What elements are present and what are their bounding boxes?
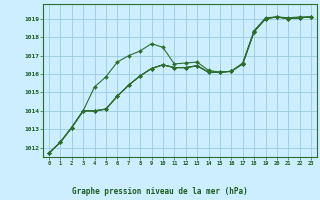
Text: Graphe pression niveau de la mer (hPa): Graphe pression niveau de la mer (hPa) xyxy=(72,187,248,196)
